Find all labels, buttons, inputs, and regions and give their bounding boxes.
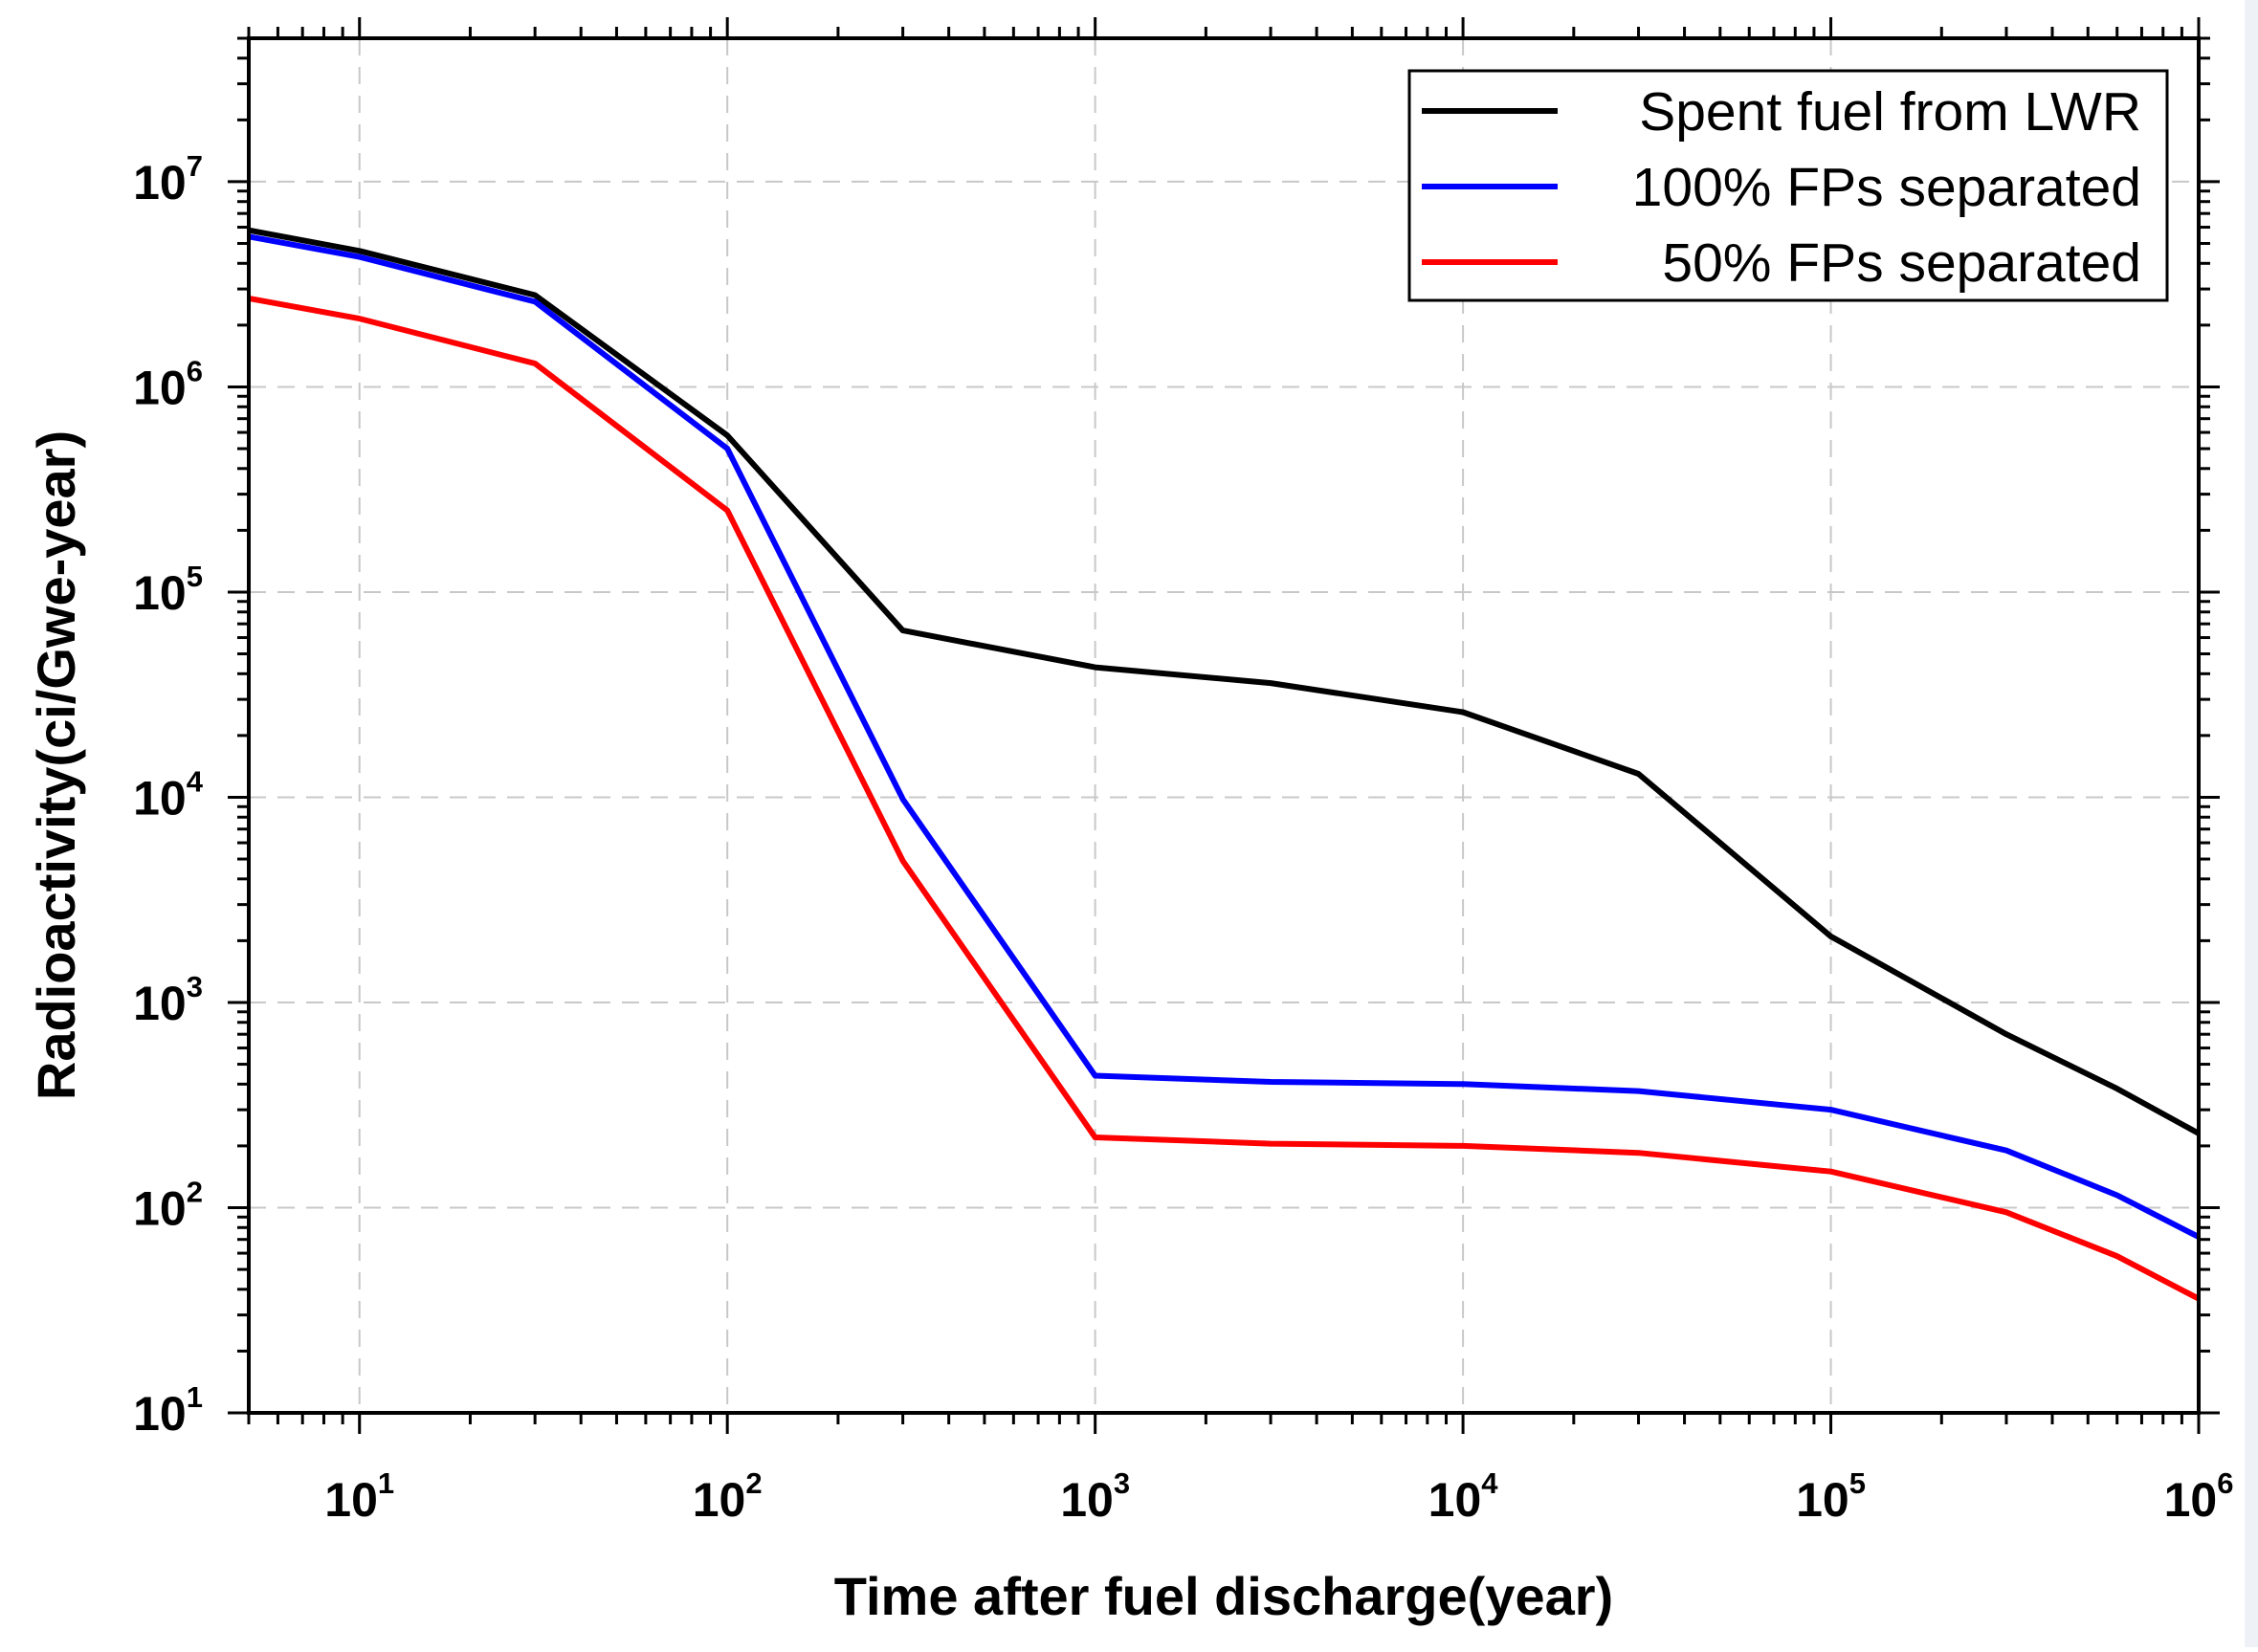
y-tick-label: 104 [133, 764, 204, 825]
page-margin-strip [2245, 0, 2258, 1647]
y-tick-label: 103 [133, 970, 203, 1030]
y-tick-label: 101 [133, 1380, 203, 1441]
x-axis-title: Time after fuel discharge(year) [834, 1566, 1613, 1626]
y-tick-label: 106 [133, 354, 203, 414]
series-layer [249, 231, 2199, 1299]
x-tick-labels: 101 102 103 104 105 106 [324, 1466, 2233, 1527]
x-tick-label: 103 [1060, 1466, 1130, 1527]
legend-label-50-fps: 50% FPs separated [1662, 232, 2141, 294]
y-tick-label: 102 [133, 1175, 203, 1235]
legend: Spent fuel from LWR 100% FPs separated 5… [1409, 71, 2167, 300]
series-line-50-fps-separated [249, 298, 2199, 1299]
legend-label-100-fps: 100% FPs separated [1632, 157, 2141, 218]
x-tick-label: 104 [1428, 1466, 1499, 1527]
x-tick-label: 102 [693, 1466, 763, 1527]
x-tick-label: 101 [324, 1466, 394, 1527]
y-tick-label: 105 [133, 560, 203, 620]
y-tick-labels: 101 102 103 104 105 106 107 [133, 149, 204, 1441]
y-tick-label: 107 [133, 149, 203, 209]
legend-label-spent-fuel: Spent fuel from LWR [1639, 81, 2141, 143]
x-tick-label: 105 [1796, 1466, 1866, 1527]
y-axis-title: Radioactivity(ci/Gwe-year) [26, 430, 86, 1100]
x-tick-label: 106 [2164, 1466, 2234, 1527]
